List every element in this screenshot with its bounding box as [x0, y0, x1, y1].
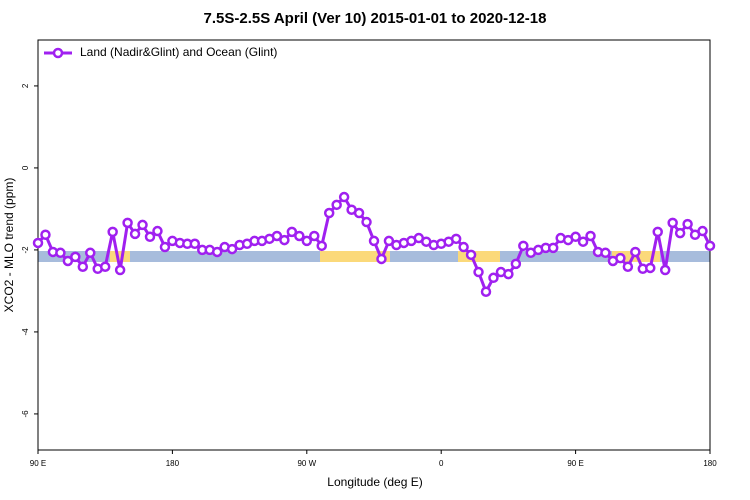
data-point — [77, 261, 89, 272]
data-point — [85, 247, 96, 259]
data-point — [137, 219, 148, 231]
data-point — [331, 199, 342, 211]
data-point — [585, 230, 596, 242]
data-point — [667, 217, 678, 229]
data-point — [32, 237, 44, 249]
y-tick-label: -6 — [21, 410, 30, 418]
data-point — [659, 264, 671, 276]
data-point — [211, 246, 223, 258]
x-axis-label: Longitude (deg E) — [327, 475, 422, 489]
x-tick-label: 90 W — [297, 459, 316, 468]
data-point — [473, 266, 484, 278]
data-point — [450, 233, 462, 245]
data-point — [577, 236, 589, 247]
legend-label: Land (Nadir&Glint) and Ocean (Glint) — [80, 45, 277, 59]
x-tick-label: 90 E — [30, 459, 46, 468]
data-point — [615, 252, 626, 264]
data-point — [40, 229, 51, 240]
x-tick-label: 180 — [703, 459, 717, 468]
data-point — [301, 235, 313, 247]
data-point — [62, 255, 74, 267]
data-point — [547, 242, 559, 254]
y-tick-label: 2 — [21, 83, 30, 88]
data-point — [600, 247, 611, 259]
data-point — [189, 238, 201, 250]
y-tick-label: -4 — [21, 328, 30, 336]
x-tick-label: 180 — [166, 459, 180, 468]
data-point — [465, 249, 477, 261]
chart-title: 7.5S-2.5S April (Ver 10) 2015-01-01 to 2… — [204, 10, 547, 27]
legend-marker — [52, 47, 64, 59]
data-point — [368, 235, 380, 247]
data-point — [226, 243, 238, 255]
data-point — [361, 216, 372, 228]
data-point — [704, 240, 716, 252]
data-point — [99, 261, 111, 272]
data-point — [279, 234, 290, 246]
data-point — [129, 228, 141, 240]
y-tick-label: 0 — [21, 165, 30, 170]
data-point — [286, 226, 298, 238]
data-point — [376, 253, 387, 265]
y-tick-label: -2 — [21, 246, 30, 254]
data-point — [510, 258, 522, 270]
x-tick-label: 90 E — [567, 459, 583, 468]
data-point — [114, 264, 126, 276]
data-point — [159, 241, 171, 253]
data-point — [570, 231, 581, 243]
data-point — [674, 227, 686, 239]
data-point — [488, 272, 499, 284]
data-point — [503, 268, 514, 280]
data-point — [55, 247, 66, 259]
data-point — [645, 262, 656, 274]
data-point — [630, 246, 641, 258]
data-point — [122, 217, 133, 229]
data-point — [622, 261, 634, 272]
data-point — [652, 226, 663, 238]
data-point — [697, 225, 708, 237]
y-axis-label: XCO2 - MLO trend (ppm) — [2, 178, 16, 313]
data-point — [338, 191, 350, 203]
data-point — [518, 240, 529, 252]
data-point — [323, 207, 335, 219]
data-point — [70, 251, 81, 263]
data-point — [682, 218, 693, 230]
data-point — [294, 230, 305, 242]
x-tick-label: 0 — [439, 459, 444, 468]
data-point — [383, 235, 395, 247]
data-point — [144, 231, 156, 243]
data-point — [152, 225, 163, 237]
data-point — [353, 207, 365, 219]
data-point — [309, 230, 320, 242]
data-point — [316, 240, 327, 252]
data-point — [107, 226, 118, 238]
data-point — [458, 241, 469, 253]
data-point — [480, 286, 492, 297]
data-point — [271, 230, 283, 242]
